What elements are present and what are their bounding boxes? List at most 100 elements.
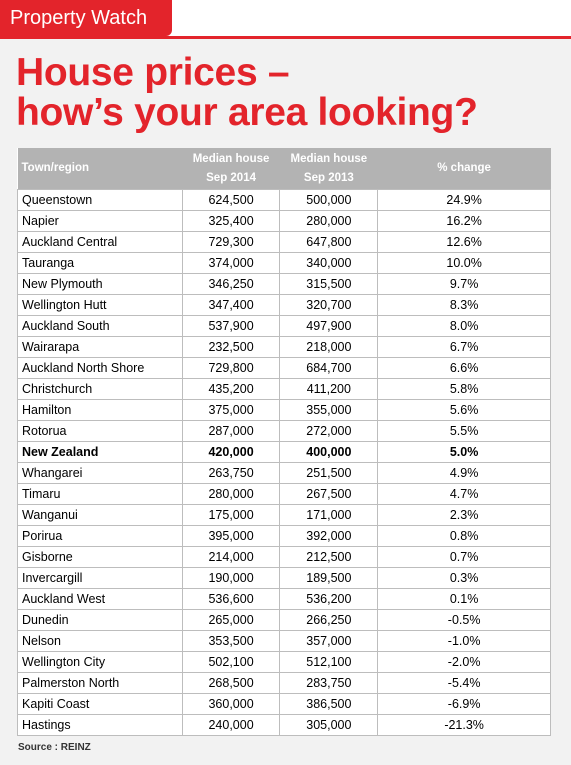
table-row: Wellington City 502,100 512,100 -2.0% xyxy=(17,651,551,673)
cell-sep-2013: 392,000 xyxy=(279,525,379,547)
header-sep-2014-line2: Sep 2014 xyxy=(206,171,256,184)
cell-sep-2013: 355,000 xyxy=(279,399,379,421)
table-row: Palmerston North 268,500 283,750 -5.4% xyxy=(17,672,551,694)
cell-sep-2013: 189,500 xyxy=(279,567,379,589)
cell-region: Wellington Hutt xyxy=(17,294,183,316)
table-row: Wellington Hutt 347,400 320,700 8.3% xyxy=(17,294,551,316)
cell-change: 4.7% xyxy=(377,483,551,505)
cell-sep-2014: 502,100 xyxy=(181,651,281,673)
cell-sep-2014: 240,000 xyxy=(181,714,281,736)
cell-sep-2013: 684,700 xyxy=(279,357,379,379)
table-row: Porirua 395,000 392,000 0.8% xyxy=(17,525,551,547)
price-table: Town/region Median house Sep 2014 Median… xyxy=(17,148,551,736)
cell-region: Auckland West xyxy=(17,588,183,610)
table-row: Queenstown 624,500 500,000 24.9% xyxy=(17,189,551,211)
table-row: Auckland Central 729,300 647,800 12.6% xyxy=(17,231,551,253)
header-region: Town/region xyxy=(17,148,183,190)
cell-change: 12.6% xyxy=(377,231,551,253)
cell-change: 5.5% xyxy=(377,420,551,442)
cell-sep-2013: 357,000 xyxy=(279,630,379,652)
cell-region: Timaru xyxy=(17,483,183,505)
cell-sep-2014: 265,000 xyxy=(181,609,281,631)
cell-change: 5.6% xyxy=(377,399,551,421)
cell-sep-2014: 287,000 xyxy=(181,420,281,442)
cell-change: 0.3% xyxy=(377,567,551,589)
cell-change: 5.8% xyxy=(377,378,551,400)
cell-sep-2014: 624,500 xyxy=(181,189,281,211)
cell-region: Christchurch xyxy=(17,378,183,400)
cell-sep-2013: 267,500 xyxy=(279,483,379,505)
table-row: Rotorua 287,000 272,000 5.5% xyxy=(17,420,551,442)
cell-sep-2013: 218,000 xyxy=(279,336,379,358)
cell-region: New Plymouth xyxy=(17,273,183,295)
cell-region: Auckland Central xyxy=(17,231,183,253)
header-change: % change xyxy=(377,148,551,190)
cell-sep-2014: 268,500 xyxy=(181,672,281,694)
table-row: Nelson 353,500 357,000 -1.0% xyxy=(17,630,551,652)
header-sep-2014-line1: Median house xyxy=(192,152,270,165)
page-title: House prices – how’s your area looking? xyxy=(16,53,478,133)
cell-sep-2014: 375,000 xyxy=(181,399,281,421)
cell-change: 6.7% xyxy=(377,336,551,358)
cell-region: Tauranga xyxy=(17,252,183,274)
cell-sep-2013: 512,100 xyxy=(279,651,379,673)
cell-region: Dunedin xyxy=(17,609,183,631)
cell-region: Queenstown xyxy=(17,189,183,211)
cell-region: Porirua xyxy=(17,525,183,547)
cell-sep-2014: 347,400 xyxy=(181,294,281,316)
cell-change: -2.0% xyxy=(377,651,551,673)
cell-region: Wanganui xyxy=(17,504,183,526)
cell-change: 24.9% xyxy=(377,189,551,211)
cell-change: 9.7% xyxy=(377,273,551,295)
cell-sep-2014: 190,000 xyxy=(181,567,281,589)
cell-sep-2014: 537,900 xyxy=(181,315,281,337)
cell-region: Gisborne xyxy=(17,546,183,568)
cell-sep-2013: 500,000 xyxy=(279,189,379,211)
cell-sep-2014: 536,600 xyxy=(181,588,281,610)
cell-region: Wellington City xyxy=(17,651,183,673)
cell-change: 10.0% xyxy=(377,252,551,274)
cell-sep-2014: 729,300 xyxy=(181,231,281,253)
table-row: Invercargill 190,000 189,500 0.3% xyxy=(17,567,551,589)
table-row: Auckland West 536,600 536,200 0.1% xyxy=(17,588,551,610)
cell-sep-2014: 325,400 xyxy=(181,210,281,232)
cell-region: Hastings xyxy=(17,714,183,736)
cell-region: Nelson xyxy=(17,630,183,652)
cell-region: New Zealand xyxy=(17,441,183,463)
cell-sep-2014: 360,000 xyxy=(181,693,281,715)
tag-underline xyxy=(0,36,571,39)
cell-sep-2013: 647,800 xyxy=(279,231,379,253)
cell-region: Hamilton xyxy=(17,399,183,421)
table-row: Whangarei 263,750 251,500 4.9% xyxy=(17,462,551,484)
cell-change: -21.3% xyxy=(377,714,551,736)
cell-region: Auckland South xyxy=(17,315,183,337)
cell-region: Kapiti Coast xyxy=(17,693,183,715)
cell-region: Auckland North Shore xyxy=(17,357,183,379)
cell-region: Rotorua xyxy=(17,420,183,442)
cell-sep-2013: 305,000 xyxy=(279,714,379,736)
cell-change: 2.3% xyxy=(377,504,551,526)
cell-sep-2014: 175,000 xyxy=(181,504,281,526)
table-row: Wanganui 175,000 171,000 2.3% xyxy=(17,504,551,526)
cell-region: Wairarapa xyxy=(17,336,183,358)
cell-sep-2014: 353,500 xyxy=(181,630,281,652)
cell-change: 6.6% xyxy=(377,357,551,379)
section-tag: Property Watch xyxy=(0,0,172,36)
cell-sep-2014: 280,000 xyxy=(181,483,281,505)
cell-change: 8.3% xyxy=(377,294,551,316)
cell-sep-2014: 395,000 xyxy=(181,525,281,547)
cell-region: Invercargill xyxy=(17,567,183,589)
header-sep-2013-line1: Median house xyxy=(290,152,368,165)
table-header-row: Town/region Median house Sep 2014 Median… xyxy=(17,148,551,190)
cell-sep-2014: 214,000 xyxy=(181,546,281,568)
table-row: Christchurch 435,200 411,200 5.8% xyxy=(17,378,551,400)
table-row: Kapiti Coast 360,000 386,500 -6.9% xyxy=(17,693,551,715)
cell-sep-2013: 272,000 xyxy=(279,420,379,442)
cell-change: 4.9% xyxy=(377,462,551,484)
cell-sep-2013: 280,000 xyxy=(279,210,379,232)
header-sep-2013: Median house Sep 2013 xyxy=(279,148,378,190)
table-row: Tauranga 374,000 340,000 10.0% xyxy=(17,252,551,274)
cell-sep-2014: 420,000 xyxy=(181,441,281,463)
cell-change: 0.1% xyxy=(377,588,551,610)
header-sep-2013-line2: Sep 2013 xyxy=(303,171,354,184)
